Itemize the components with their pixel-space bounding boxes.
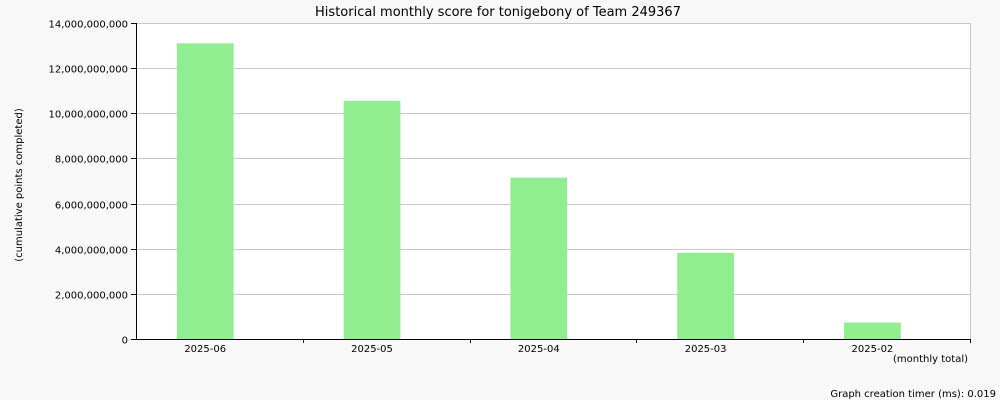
x-tick-labels: 2025-06 2025-05 2025-04 2025-03 2025-02 (184, 344, 893, 355)
chart-title: Historical monthly score for tonigebony … (315, 5, 681, 20)
y-tick-label: 0 (122, 336, 128, 347)
y-tick-label: 2,000,000,000 (55, 291, 128, 302)
bars (176, 43, 901, 340)
y-tick-label: 10,000,000,000 (48, 110, 128, 121)
y-tick-label: 6,000,000,000 (55, 201, 128, 212)
y-tick-label: 14,000,000,000 (48, 20, 128, 31)
bar (176, 43, 234, 340)
bar (844, 322, 901, 339)
y-tick-label: 8,000,000,000 (55, 155, 128, 166)
x-axis-label: (monthly total) (893, 354, 968, 365)
x-tick-label: 2025-04 (518, 344, 560, 355)
x-tick-label: 2025-05 (351, 344, 393, 355)
x-tick-label: 2025-03 (685, 344, 727, 355)
axes (131, 23, 971, 343)
y-tick-label: 12,000,000,000 (48, 65, 128, 76)
bar (677, 252, 734, 339)
y-tick-labels: 0 2,000,000,000 4,000,000,000 6,000,000,000… (48, 20, 128, 347)
y-tick-label: 4,000,000,000 (55, 246, 128, 257)
bar (343, 100, 401, 339)
y-axis-label: (cumulative points completed) (14, 108, 25, 262)
graph-timer-text: Graph creation timer (ms): 0.019 (830, 389, 996, 400)
x-tick-label: 2025-06 (184, 344, 226, 355)
x-tick-label: 2025-02 (852, 344, 894, 355)
bar (510, 177, 568, 339)
